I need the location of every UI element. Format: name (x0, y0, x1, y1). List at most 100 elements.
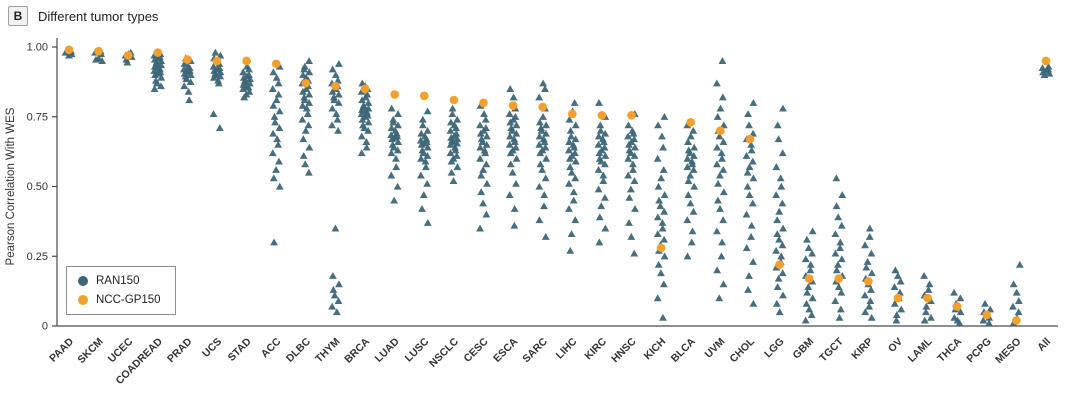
ran150-triangle-marker (625, 193, 634, 201)
ran150-triangle-marker (655, 196, 664, 204)
ran150-triangle-marker (773, 283, 782, 291)
ran150-triangle-marker (719, 165, 728, 173)
ran150-triangle-marker (275, 124, 284, 132)
ran150-triangle-marker (742, 152, 751, 159)
ncc-gp150-dot-marker (271, 59, 281, 69)
ran150-triangle-marker (687, 238, 696, 246)
ran150-triangle-marker (301, 160, 310, 168)
ncc-gp150-points (64, 45, 1051, 325)
ran150-triangle-marker (507, 124, 516, 132)
ran150-triangle-marker (716, 205, 724, 212)
ran150-triangle-marker (986, 305, 995, 313)
ncc-gp150-dot-marker (183, 55, 192, 64)
ran150-triangle-marker (245, 71, 253, 78)
ran150-triangle-marker (535, 132, 544, 140)
ran150-triangle-marker (185, 96, 194, 104)
ran150-triangle-marker (1015, 260, 1024, 268)
ran150-triangle-marker (392, 163, 401, 171)
ran150-triangle-marker (630, 152, 639, 159)
ran150-triangle-marker (776, 174, 785, 182)
ran150-triangle-marker (157, 73, 166, 81)
ran150-triangle-marker (451, 143, 459, 151)
ran150-triangle-marker (715, 171, 724, 179)
ran150-triangle-marker (569, 196, 578, 204)
ran150-triangle-marker (453, 163, 462, 171)
ran150-triangle-marker (328, 302, 337, 310)
ran150-triangle-marker (950, 288, 958, 296)
ran150-triangle-marker (275, 107, 284, 115)
ran150-triangle-marker (594, 132, 603, 140)
ran150-triangle-marker (594, 140, 603, 148)
ran150-triangle-marker (654, 182, 663, 190)
ran150-triangle-marker (421, 157, 430, 165)
ran150-triangle-marker (535, 182, 544, 190)
ncc-gp150-dot-marker (449, 95, 459, 105)
ran150-triangle-marker (423, 152, 432, 159)
y-tick-label: 0 (42, 321, 48, 333)
ran150-triangle-marker (597, 202, 606, 210)
ran150-triangle-marker (334, 59, 343, 67)
x-tick-label: GBM (790, 335, 816, 361)
ran150-triangle-marker (506, 160, 515, 168)
ran150-triangle-marker (419, 191, 428, 198)
ran150-triangle-marker (565, 138, 574, 145)
ran150-triangle-marker (274, 140, 283, 148)
ran150-triangle-marker (745, 191, 754, 198)
ncc-gp150-dot-marker (153, 48, 163, 57)
ran150-triangle-marker (299, 71, 307, 78)
ncc-gp150-dot-marker (923, 293, 932, 303)
ran150-triangle-marker (748, 157, 757, 165)
ran150-triangle-marker (328, 104, 337, 112)
ncc-gp150-dot-marker (331, 81, 340, 91)
ran150-triangle-marker (417, 154, 425, 162)
ran150-triangle-marker (357, 149, 366, 157)
ran150-triangle-marker (865, 302, 874, 310)
x-tick-label: KICH (642, 336, 669, 363)
ran150-triangle-marker (537, 124, 545, 132)
panel-header: B Different tumor types (8, 6, 158, 26)
ran150-triangle-marker (861, 308, 870, 316)
ran150-triangle-marker (890, 283, 899, 291)
ran150-triangle-marker (304, 121, 313, 129)
ran150-triangle-marker (660, 235, 668, 243)
ran150-triangle-marker (834, 283, 843, 291)
ran150-triangle-marker (775, 308, 784, 316)
ran150-triangle-marker (505, 191, 514, 198)
ran150-triangle-marker (270, 238, 278, 246)
ran150-triangle-marker (684, 191, 693, 198)
ran150-triangle-marker (272, 73, 281, 81)
ran150-triangle-marker (749, 99, 758, 106)
ran150-triangle-marker (867, 313, 876, 321)
ran150-triangle-marker (981, 299, 989, 307)
ran150-triangle-marker (774, 135, 783, 143)
ran150-triangle-marker (801, 255, 810, 263)
ncc-gp150-dot-marker (597, 111, 607, 120)
legend-label: NCC-GP150 (96, 294, 161, 306)
ran150-triangle-marker (1009, 280, 1018, 288)
x-tick-label: BRCA (342, 335, 372, 365)
ran150-triangle-marker (305, 57, 313, 65)
ran150-triangle-marker (985, 319, 993, 327)
ran150-triangle-marker (689, 165, 698, 173)
ran150-triangle-marker (660, 252, 669, 260)
ran150-triangle-marker (715, 132, 724, 140)
ran150-triangle-marker (298, 101, 307, 109)
ran150-triangle-marker (274, 90, 283, 98)
ran150-triangle-marker (476, 121, 484, 129)
ran150-triangle-marker (713, 112, 722, 120)
ran150-triangle-marker (688, 157, 696, 165)
ran150-triangle-marker (359, 101, 368, 109)
x-tick-label: UVM (702, 335, 727, 360)
ran150-triangle-marker (390, 196, 399, 204)
ran150-triangle-marker (806, 260, 815, 268)
ran150-triangle-marker (748, 199, 757, 207)
ran150-triangle-marker (834, 213, 843, 221)
ran150-triangle-marker (598, 135, 607, 143)
ran150-triangle-marker (836, 305, 845, 313)
ncc-gp150-dot-marker (686, 118, 696, 127)
ran150-triangle-marker (482, 160, 491, 168)
ran150-triangle-marker (596, 121, 605, 129)
ran150-triangle-marker (897, 305, 906, 313)
ran150-triangle-marker (920, 316, 929, 324)
ncc-gp150-dot-marker (360, 84, 370, 94)
